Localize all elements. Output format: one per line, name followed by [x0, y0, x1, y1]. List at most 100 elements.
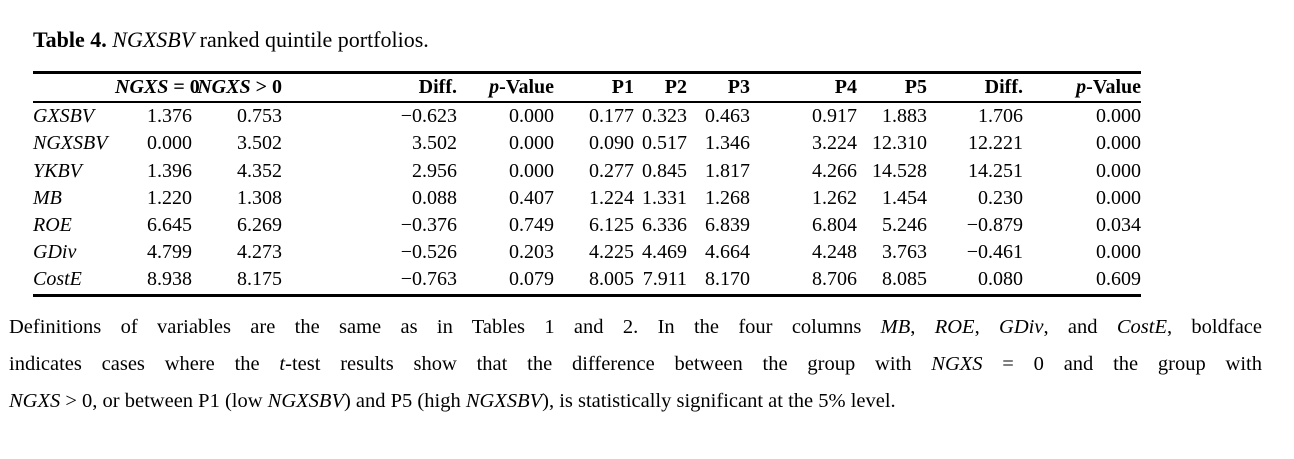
cell: 4.799: [147, 241, 192, 264]
cell: −0.623: [400, 105, 457, 128]
footnote-line-3: NGXS > 0, or between P1 (low NGXSBV) and…: [9, 383, 1262, 420]
cell: 0.845: [642, 159, 687, 182]
cell: 0.000: [1096, 186, 1141, 209]
header-row: NGXS = 0 NGXS > 0 Diff. p-Value P1 P2 P3 P4 P5 Di…: [33, 73, 1141, 103]
row-label: MB: [33, 186, 62, 209]
cell: 4.273: [237, 241, 282, 264]
cell: 5.246: [882, 214, 927, 237]
cell: −0.376: [400, 214, 457, 237]
cell: 12.310: [872, 132, 927, 155]
col-header-p4: P4: [750, 73, 857, 103]
col-header-p3: P3: [687, 73, 750, 103]
text-segment: , and: [1043, 315, 1117, 338]
row-label: YKBV: [33, 159, 82, 182]
cell: 1.883: [882, 105, 927, 128]
cell: 3.224: [812, 132, 857, 155]
cell: 0.000: [1096, 159, 1141, 182]
quintile-table: NGXS = 0 NGXS > 0 Diff. p-Value P1 P2 P3 P4 P5 Di…: [33, 71, 1141, 297]
cell: 0.177: [589, 105, 634, 128]
col-header-diff-1: Diff.: [282, 73, 457, 103]
cell: 4.352: [237, 159, 282, 182]
cell: 1.817: [705, 159, 750, 182]
cell: 0.000: [147, 132, 192, 155]
table-footnote: Definitions of variables are the same as…: [9, 309, 1262, 420]
col-header-p5: P5: [857, 73, 927, 103]
text-segment: NGXSBV: [267, 389, 344, 412]
table-row: MB 1.220 1.308 0.088 0.407 1.224 1.331 1.268 1.2…: [33, 185, 1141, 212]
text-segment: > 0, or between P1 (low: [60, 389, 268, 412]
table-row: GXSBV 1.376 0.753 −0.623 0.000 0.177 0.323 0.46…: [33, 102, 1141, 130]
cell: 0.000: [509, 105, 554, 128]
cell: 1.331: [642, 186, 687, 209]
cell: 6.336: [642, 214, 687, 237]
cell: 8.938: [147, 268, 192, 291]
cell: 0.000: [1096, 241, 1141, 264]
text-segment: GDiv: [999, 315, 1044, 338]
text-segment: P4: [834, 76, 857, 98]
text-segment: , boldface: [1166, 315, 1262, 338]
cell: 6.839: [705, 214, 750, 237]
row-label: CostE: [33, 268, 82, 291]
col-header-p2: P2: [634, 73, 687, 103]
text-segment: NGXSBV: [112, 27, 195, 52]
cell: 0.000: [509, 159, 554, 182]
table-row: GDiv 4.799 4.273 −0.526 0.203 4.225 4.469 4.664…: [33, 239, 1141, 266]
cell: 1.454: [882, 186, 927, 209]
table-row: ROE 6.645 6.269 −0.376 0.749 6.125 6.336 6.839 6…: [33, 212, 1141, 239]
cell: 2.956: [412, 159, 457, 182]
text-segment: MB: [880, 315, 911, 338]
text-segment: NGXS: [115, 76, 169, 98]
cell: 1.376: [147, 105, 192, 128]
text-segment: ) and P5 (high: [343, 389, 466, 412]
text-segment: p: [489, 76, 500, 98]
paper-page: Table 4. NGXSBV ranked quintile portfoli…: [0, 27, 1294, 459]
text-segment: ranked quintile portfolios.: [194, 27, 429, 52]
row-label: NGXSBV: [33, 132, 108, 155]
cell: 1.308: [237, 186, 282, 209]
cell: 0.609: [1096, 268, 1141, 291]
cell: 1.706: [978, 105, 1023, 128]
cell: 0.230: [978, 186, 1023, 209]
text-segment: Diff.: [984, 76, 1023, 98]
cell: 6.645: [147, 214, 192, 237]
cell: 0.203: [509, 241, 554, 264]
text-segment: NGXS: [9, 389, 61, 412]
col-header-p-value-2: p-Value: [1023, 73, 1141, 103]
cell: 8.170: [705, 268, 750, 291]
cell: 0.080: [978, 268, 1023, 291]
cell: 0.000: [1096, 132, 1141, 155]
cell: 0.463: [705, 105, 750, 128]
cell: 4.248: [812, 241, 857, 264]
text-segment: P5: [904, 76, 927, 98]
cell: 1.396: [147, 159, 192, 182]
table-body: GXSBV 1.376 0.753 −0.623 0.000 0.177 0.323 0.46…: [33, 102, 1141, 295]
footnote-line-2: indicates cases where the t-test results…: [9, 346, 1262, 383]
cell: 8.005: [589, 268, 634, 291]
cell: 4.266: [812, 159, 857, 182]
table-title: Table 4. NGXSBV ranked quintile portfoli…: [33, 27, 1294, 53]
cell: 0.917: [812, 105, 857, 128]
text-segment: NGXS: [197, 76, 251, 98]
cell: 3.763: [882, 241, 927, 264]
cell: 14.528: [872, 159, 927, 182]
cell: 0.090: [589, 132, 634, 155]
text-segment: ROE: [934, 315, 975, 338]
cell: 8.175: [237, 268, 282, 291]
cell: −0.763: [400, 268, 457, 291]
cell: 3.502: [237, 132, 282, 155]
text-segment: indicates cases where the: [9, 352, 280, 375]
text-segment: NGXSBV: [465, 389, 543, 412]
text-segment: P3: [727, 76, 750, 98]
col-header-ngxs-gt-0: NGXS > 0: [192, 73, 282, 103]
cell: 0.034: [1096, 214, 1141, 237]
cell: 3.502: [412, 132, 457, 155]
cell: 8.706: [812, 268, 857, 291]
col-header-p-value-1: p-Value: [457, 73, 554, 103]
text-segment: > 0: [250, 76, 282, 98]
table-row: CostE 8.938 8.175 −0.763 0.079 8.005 7.911 8.17…: [33, 266, 1141, 295]
table-row: YKBV 1.396 4.352 2.956 0.000 0.277 0.845 1.817 4…: [33, 158, 1141, 185]
cell: 1.268: [705, 186, 750, 209]
cell: 6.269: [237, 214, 282, 237]
text-segment: P1: [611, 76, 634, 98]
text-segment: Definitions of variables are the same as…: [9, 315, 881, 338]
